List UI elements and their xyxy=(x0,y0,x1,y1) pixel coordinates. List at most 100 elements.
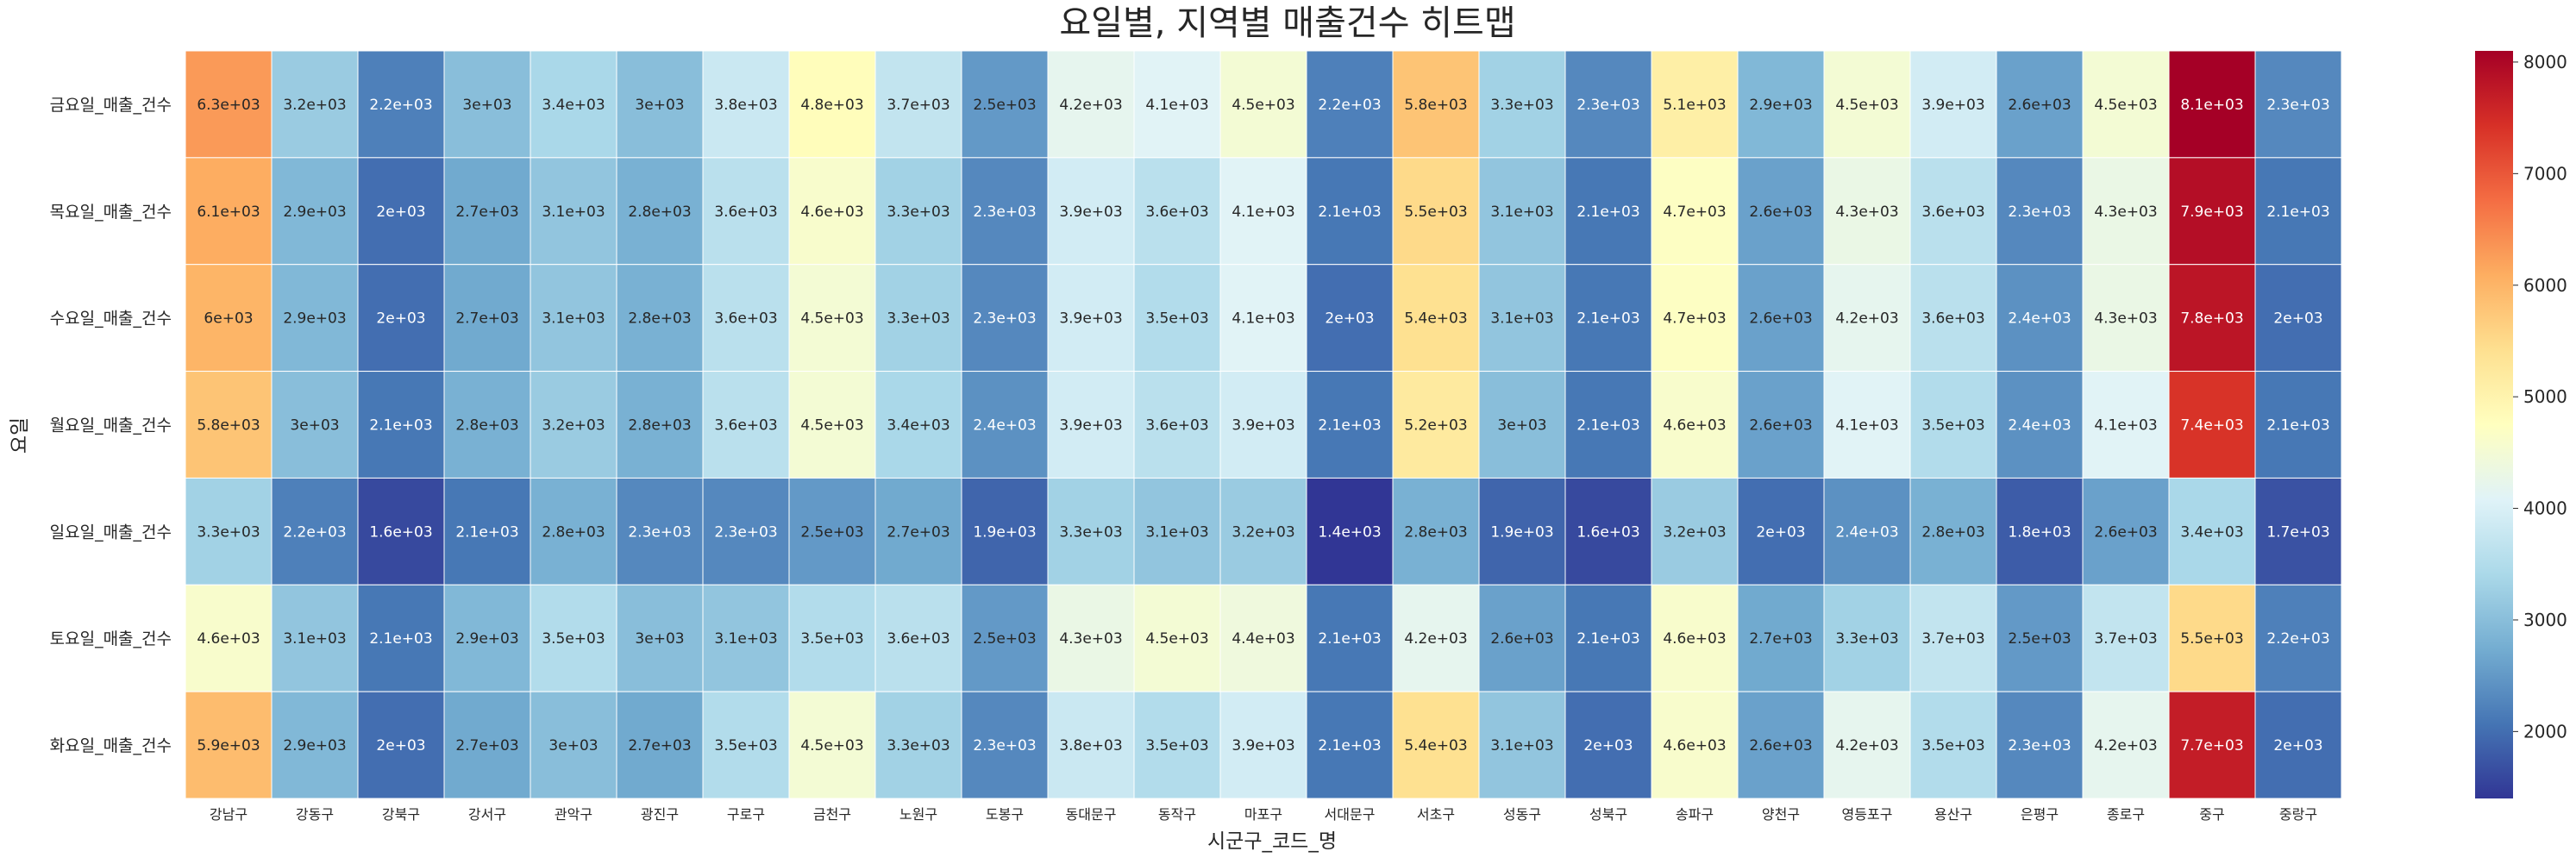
heatmap-cell xyxy=(185,371,273,479)
heatmap-cell-label: 2.8e+03 xyxy=(628,310,691,328)
heatmap-cell xyxy=(1219,371,1307,479)
x-tick-label: 마포구 xyxy=(1244,806,1282,823)
heatmap-cell xyxy=(1737,264,1825,373)
heatmap-cell xyxy=(1823,691,1911,799)
heatmap-cell-label: 2e+03 xyxy=(376,737,425,754)
heatmap-cell-label: 2.7e+03 xyxy=(887,523,950,541)
y-tick-label: 토요일_매출_건수 xyxy=(50,629,172,648)
x-tick-label: 성북구 xyxy=(1589,806,1627,823)
x-tick-label: 관악구 xyxy=(555,806,592,823)
heatmap-cell-label: 3.9e+03 xyxy=(1232,737,1294,754)
heatmap-cell xyxy=(530,264,617,373)
heatmap-cell xyxy=(702,477,790,585)
heatmap-cell-label: 3.5e+03 xyxy=(714,737,777,754)
heatmap-cell xyxy=(357,691,445,799)
heatmap-cell-label: 3.2e+03 xyxy=(1663,523,1726,541)
heatmap-cell-label: 3.7e+03 xyxy=(887,97,950,114)
heatmap-cell xyxy=(1909,584,1997,692)
heatmap-cell-label: 5.8e+03 xyxy=(197,417,260,435)
heatmap-cell-label: 5.2e+03 xyxy=(1404,417,1467,435)
heatmap-cell-label: 2.1e+03 xyxy=(1318,417,1381,435)
colorbar-tick-label: 8000 xyxy=(2523,52,2567,72)
heatmap-cell xyxy=(2254,157,2342,266)
heatmap-cell-label: 7.8e+03 xyxy=(2180,310,2243,328)
heatmap-cell xyxy=(788,477,876,585)
heatmap-cell xyxy=(1392,50,1480,159)
x-tick-label: 서초구 xyxy=(1417,806,1455,823)
heatmap-cell xyxy=(1909,371,1997,479)
x-axis-label: 시군구_코드_명 xyxy=(1207,830,1337,853)
heatmap-cell xyxy=(961,50,1049,159)
y-tick-label: 목요일_매출_건수 xyxy=(50,203,172,222)
heatmap-cell xyxy=(788,371,876,479)
heatmap-cell-label: 3.3e+03 xyxy=(1490,97,1553,114)
heatmap-cell xyxy=(1564,691,1652,799)
heatmap-cell-label: 3e+03 xyxy=(635,97,684,114)
heatmap-cell-label: 4.5e+03 xyxy=(1835,97,1898,114)
heatmap-cell-label: 3.8e+03 xyxy=(1059,737,1122,754)
heatmap-cell-label: 5.9e+03 xyxy=(197,737,260,754)
heatmap-cell xyxy=(1996,584,2084,692)
heatmap-cell-label: 2.5e+03 xyxy=(2008,630,2071,648)
heatmap-cell-label: 4.5e+03 xyxy=(1232,97,1294,114)
heatmap-cell-label: 3e+03 xyxy=(462,97,511,114)
heatmap-cell-label: 3.9e+03 xyxy=(1059,417,1122,435)
heatmap-cell-label: 2.3e+03 xyxy=(973,310,1036,328)
heatmap-cell xyxy=(1133,584,1221,692)
heatmap-cell xyxy=(1219,50,1307,159)
heatmap-cell xyxy=(271,371,359,479)
heatmap-cell-label: 2.6e+03 xyxy=(2008,97,2071,114)
heatmap-cell-label: 3.3e+03 xyxy=(887,310,950,328)
heatmap-cell xyxy=(2082,477,2170,585)
heatmap-cell-label: 4.1e+03 xyxy=(1835,417,1898,435)
heatmap-cell xyxy=(357,371,445,479)
heatmap-cell-label: 1.8e+03 xyxy=(2008,523,2071,541)
heatmap-cell xyxy=(788,691,876,799)
heatmap-cell-label: 2.6e+03 xyxy=(1490,630,1553,648)
heatmap-cell xyxy=(1133,50,1221,159)
heatmap-cell-label: 3.1e+03 xyxy=(1145,523,1208,541)
heatmap-cell xyxy=(1909,50,1997,159)
heatmap-cell xyxy=(1478,50,1566,159)
x-tick-label: 양천구 xyxy=(1762,806,1800,823)
heatmap-cell-label: 2.7e+03 xyxy=(455,737,518,754)
heatmap-cell-label: 3.1e+03 xyxy=(542,310,605,328)
heatmap-cell xyxy=(1564,50,1652,159)
heatmap-cell xyxy=(271,584,359,692)
heatmap-cell-label: 4.6e+03 xyxy=(1663,737,1726,754)
heatmap-cell-labels: 6.3e+03 3.2e+03 2.2e+03 3e+03 3.4e+03 3e+03 3.… xyxy=(197,97,2329,754)
heatmap-cell xyxy=(1909,264,1997,373)
heatmap-cell xyxy=(530,50,617,159)
heatmap-cell xyxy=(702,264,790,373)
heatmap-cell xyxy=(961,477,1049,585)
heatmap-cell xyxy=(1133,264,1221,373)
heatmap-cell-label: 2.2e+03 xyxy=(369,97,432,114)
heatmap-cell-label: 2.7e+03 xyxy=(455,203,518,221)
heatmap-cell xyxy=(961,691,1049,799)
heatmap-cell-label: 3.6e+03 xyxy=(714,417,777,435)
heatmap-cell xyxy=(1737,50,1825,159)
x-tick-label: 강남구 xyxy=(210,806,248,823)
heatmap-cell-label: 3.5e+03 xyxy=(1145,310,1208,328)
x-tick-label: 노원구 xyxy=(899,806,937,823)
heatmap-cell xyxy=(2082,264,2170,373)
heatmap-cell xyxy=(1392,691,1480,799)
colorbar-tick-label: 7000 xyxy=(2523,163,2567,184)
heatmap-cell-label: 5.8e+03 xyxy=(1404,97,1467,114)
heatmap-cell-label: 2.9e+03 xyxy=(1749,97,1812,114)
heatmap-cell xyxy=(1737,584,1825,692)
heatmap-cell-label: 2.9e+03 xyxy=(283,310,346,328)
x-tick-label: 송파구 xyxy=(1676,806,1714,823)
x-tick-label: 강서구 xyxy=(468,806,506,823)
heatmap-cell-label: 2.3e+03 xyxy=(973,203,1036,221)
heatmap-cell xyxy=(1823,371,1911,479)
heatmap-cell-label: 3.6e+03 xyxy=(1145,203,1208,221)
heatmap-cell-label: 4.3e+03 xyxy=(2094,310,2157,328)
heatmap-cell-label: 2.4e+03 xyxy=(2008,310,2071,328)
heatmap-cell xyxy=(874,691,962,799)
heatmap-cell xyxy=(1564,157,1652,266)
x-tick-label: 중랑구 xyxy=(2279,806,2317,823)
heatmap-cell xyxy=(616,50,704,159)
heatmap-cell xyxy=(1996,691,2084,799)
heatmap-cell xyxy=(2168,584,2256,692)
